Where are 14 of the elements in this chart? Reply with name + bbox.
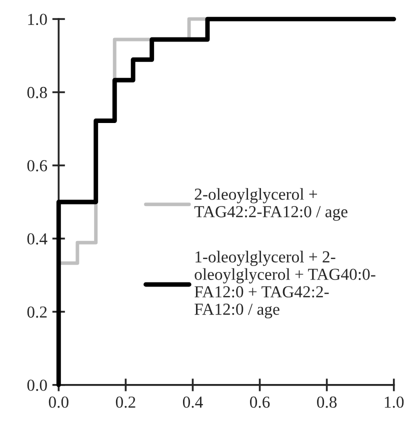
x-tick-label: 1.0 (384, 396, 404, 408)
x-tick-label: 0.6 (250, 396, 270, 408)
legend-label: 1-oleoylglycerol + 2- oleoylglycerol + TAG40:0- FA12:0 + TAG42:2- FA12:0 / age (194, 250, 376, 318)
legend-label: 2-oleoylglycerol + TAG42:2-FA12:0 / age (194, 188, 348, 221)
x-tick-label: 0.8 (317, 396, 337, 408)
x-tick-label: 0.0 (48, 396, 68, 408)
y-tick-label: 0.8 (27, 86, 47, 98)
y-tick-label: 0.0 (27, 380, 47, 391)
x-tick-label: 0.4 (182, 396, 203, 408)
y-tick-label: 0.4 (27, 233, 48, 245)
y-tick-label: 0.2 (27, 306, 47, 318)
x-tick-label: 0.2 (116, 396, 136, 408)
y-tick-label: 0.6 (27, 160, 48, 172)
y-tick-label: 1.0 (28, 14, 47, 26)
